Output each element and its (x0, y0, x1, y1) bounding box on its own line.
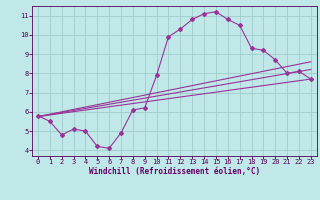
X-axis label: Windchill (Refroidissement éolien,°C): Windchill (Refroidissement éolien,°C) (89, 167, 260, 176)
